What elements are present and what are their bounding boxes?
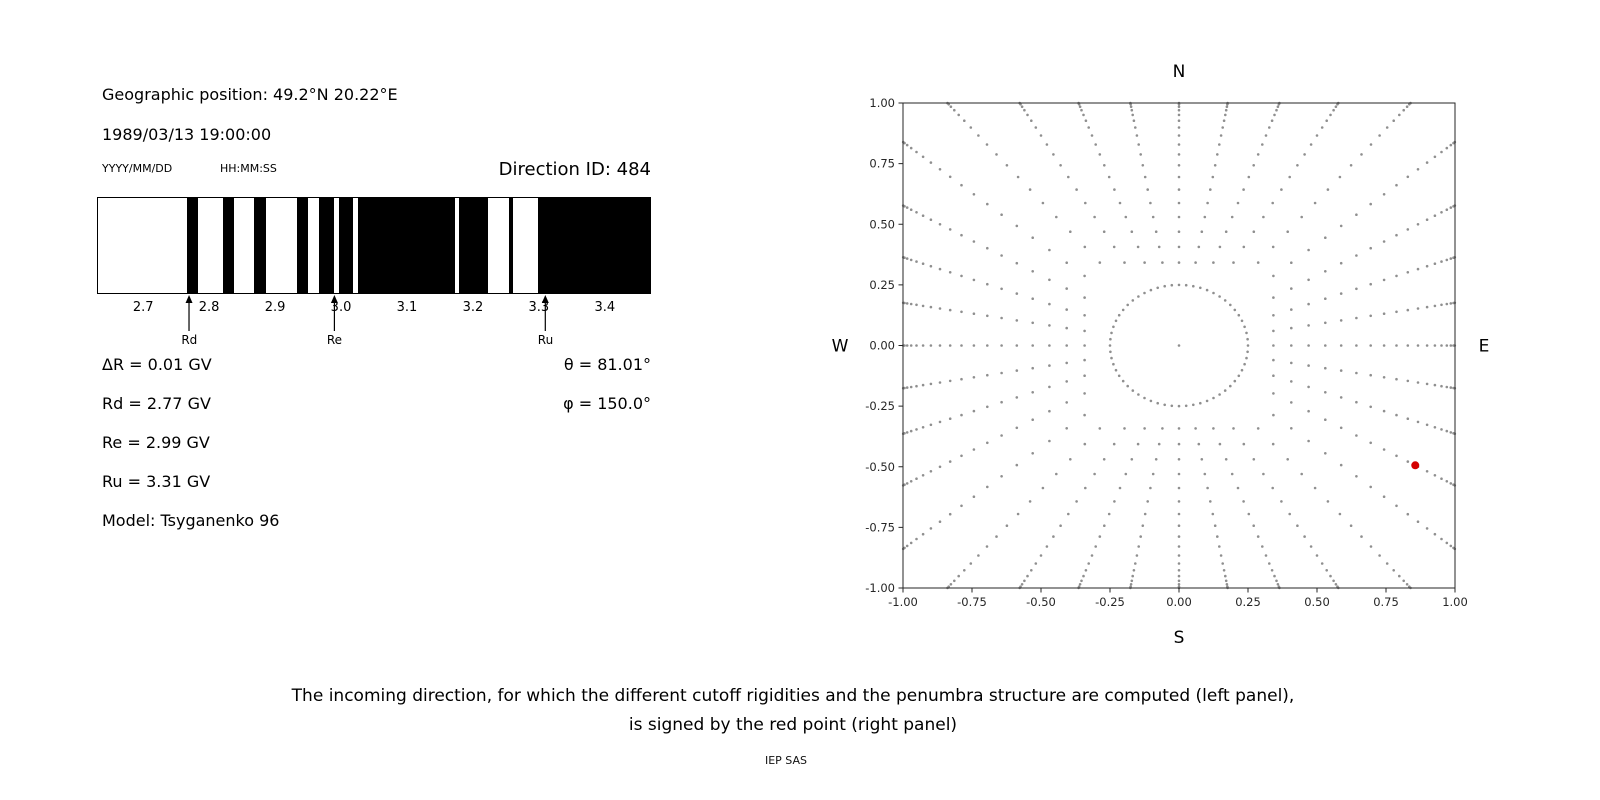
penumbra-band xyxy=(186,198,198,293)
up-arrow-icon xyxy=(541,295,549,331)
penumbra-axis-ticks: 2.7 2.8 2.9 3.0 3.1 3.2 3.3 3.4 xyxy=(97,300,651,316)
delta-r-value: ΔR = 0.01 GV xyxy=(102,355,212,374)
params-left: ΔR = 0.01 GV Rd = 2.77 GV Re = 2.99 GV R… xyxy=(102,355,279,550)
y-axis-ticks: -1.00 -0.75 -0.50 -0.25 0.00 0.25 0.50 0.75 1.00 xyxy=(865,96,903,595)
ru-value: Ru = 3.31 GV xyxy=(102,472,211,491)
red-direction-point xyxy=(1411,461,1420,470)
penumbra-tick-label: 2.8 xyxy=(198,300,220,315)
direction-grid-dots xyxy=(901,101,1457,590)
compass-label-west: W xyxy=(832,337,849,357)
svg-text:0.25: 0.25 xyxy=(869,278,895,292)
caption-line1: The incoming direction, for which the di… xyxy=(291,686,1295,706)
penumbra-tick-label: 3.4 xyxy=(594,300,616,315)
svg-text:-1.00: -1.00 xyxy=(865,581,895,595)
svg-text:1.00: 1.00 xyxy=(1442,595,1468,609)
time-format-label: HH:MM:SS xyxy=(220,162,277,175)
compass-label-east: E xyxy=(1479,337,1490,357)
direction-scatter-chart: -1.00 -0.75 -0.50 -0.25 0.00 0.25 0.50 0.75 1.00… xyxy=(832,62,1490,648)
cutoff-marker-re: Re xyxy=(327,295,342,347)
penumbra-bar-chart xyxy=(97,197,651,294)
re-value: Re = 2.99 GV xyxy=(102,433,210,452)
svg-text:-1.00: -1.00 xyxy=(888,595,918,609)
svg-text:0.00: 0.00 xyxy=(869,339,895,353)
compass-label-south: S xyxy=(1174,628,1185,648)
penumbra-band xyxy=(508,198,514,293)
svg-text:0.75: 0.75 xyxy=(1373,595,1399,609)
svg-text:-0.50: -0.50 xyxy=(1026,595,1056,609)
cutoff-marker-rd: Rd xyxy=(181,295,197,347)
cutoff-marker-ru: Ru xyxy=(538,295,553,347)
penumbra-band xyxy=(319,198,334,293)
penumbra-band xyxy=(222,198,234,293)
svg-text:-0.25: -0.25 xyxy=(1095,595,1125,609)
theta-value: θ = 81.01° xyxy=(563,355,651,374)
svg-text:-0.75: -0.75 xyxy=(957,595,987,609)
up-arrow-icon xyxy=(185,295,193,331)
caption-line2: is signed by the red point (right panel) xyxy=(628,715,958,735)
x-axis-ticks: -1.00 -0.75 -0.50 -0.25 0.00 0.25 0.50 0.75 1.00 xyxy=(888,588,1468,609)
caption: The incoming direction, for which the di… xyxy=(0,686,1586,735)
penumbra-band xyxy=(537,198,650,293)
svg-text:0.50: 0.50 xyxy=(1304,595,1330,609)
penumbra-tick-label: 2.9 xyxy=(264,300,286,315)
cutoff-marker-label: Rd xyxy=(181,333,198,347)
penumbra-cutoff-markers: Rd Re Ru xyxy=(97,295,651,349)
credit-text: IEP SAS xyxy=(764,754,808,767)
penumbra-tick-label: 2.7 xyxy=(132,300,154,315)
svg-text:-0.75: -0.75 xyxy=(865,520,895,534)
penumbra-band xyxy=(458,198,488,293)
svg-text:-0.25: -0.25 xyxy=(865,399,895,413)
direction-id-text: Direction ID: 484 xyxy=(498,159,651,180)
cutoff-marker-label: Ru xyxy=(537,333,554,347)
penumbra-band xyxy=(297,198,309,293)
penumbra-tick-label: 3.1 xyxy=(396,300,418,315)
datetime-text: 1989/03/13 19:00:00 xyxy=(102,125,272,144)
svg-text:0.75: 0.75 xyxy=(869,157,895,171)
penumbra-band xyxy=(358,198,456,293)
svg-text:0.25: 0.25 xyxy=(1235,595,1261,609)
compass-label-north: N xyxy=(1173,62,1186,82)
model-name: Model: Tsyganenko 96 xyxy=(102,511,280,530)
penumbra-tick-label: 3.0 xyxy=(330,300,352,315)
rd-value: Rd = 2.77 GV xyxy=(102,394,211,413)
cutoff-marker-label: Re xyxy=(326,333,343,347)
phi-value: φ = 150.0° xyxy=(563,394,651,413)
penumbra-tick-label: 3.3 xyxy=(528,300,550,315)
date-format-label: YYYY/MM/DD xyxy=(102,162,173,175)
up-arrow-icon xyxy=(330,295,338,331)
penumbra-tick-label: 3.2 xyxy=(462,300,484,315)
svg-text:-0.50: -0.50 xyxy=(865,460,895,474)
geo-position-text: Geographic position: 49.2°N 20.22°E xyxy=(102,85,398,104)
svg-text:0.00: 0.00 xyxy=(1166,595,1192,609)
penumbra-band xyxy=(254,198,267,293)
svg-text:0.50: 0.50 xyxy=(869,217,895,231)
params-right: θ = 81.01° φ = 150.0° xyxy=(97,355,651,433)
svg-text:1.00: 1.00 xyxy=(869,96,895,110)
penumbra-band xyxy=(339,198,353,293)
